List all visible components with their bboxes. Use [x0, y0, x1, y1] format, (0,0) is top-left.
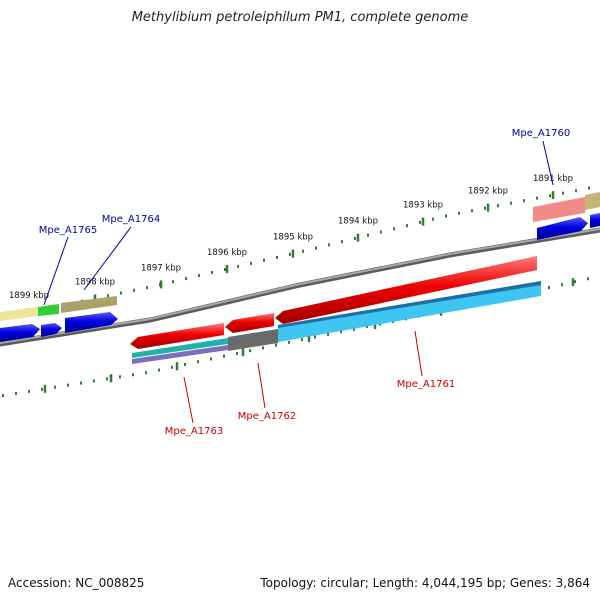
- genome-summary-footer: Topology: circular; Length: 4,044,195 bp…: [260, 576, 590, 590]
- cog-feature-teal: [132, 338, 228, 358]
- cog-feature-olive: [61, 296, 117, 313]
- cog-feature-tan: [585, 192, 600, 210]
- scale-label: 1894 kbp: [338, 217, 378, 227]
- gene-leader-line: [183, 376, 194, 424]
- cog-feature-pale-yellow: [0, 307, 38, 321]
- gene-arrow-reverse[interactable]: [275, 256, 537, 324]
- scale-label: 1898 kbp: [75, 277, 115, 287]
- reverse-strand-genes: [130, 256, 537, 349]
- gene-label[interactable]: Mpe_A1760: [512, 128, 570, 139]
- cog-feature-track: [0, 192, 600, 364]
- forward-strand-genes: [0, 213, 600, 342]
- cog-feature-cyan: [278, 284, 541, 342]
- gene-arrow-forward[interactable]: [590, 213, 600, 228]
- scale-label: 1896 kbp: [207, 248, 247, 258]
- scale-label: 1895 kbp: [273, 233, 313, 243]
- gene-label[interactable]: Mpe_A1762: [238, 411, 296, 422]
- page-title: Methylibium petroleiphilum PM1, complete…: [131, 10, 469, 25]
- gene-label[interactable]: Mpe_A1761: [397, 379, 455, 390]
- accession-footer: Accession: NC_008825: [8, 576, 145, 590]
- gene-leader-line: [43, 236, 69, 306]
- gene-arrow-forward[interactable]: [0, 324, 40, 342]
- cog-feature-green: [38, 304, 59, 316]
- gene-leader-line: [83, 226, 132, 291]
- gene-leader-line: [257, 362, 266, 409]
- scale-label: 1891 kbp: [533, 174, 573, 184]
- gene-arrow-forward[interactable]: [537, 217, 588, 240]
- cog-feature-pink: [533, 197, 585, 222]
- cog-feature-purple: [132, 345, 228, 364]
- gene-leader-line: [414, 330, 423, 377]
- genome-backbone: [0, 227, 600, 347]
- gene-label[interactable]: Mpe_A1765: [39, 225, 97, 236]
- gene-label-leaders: Mpe_A1765 Mpe_A1764 Mpe_A1760 Mpe_A1763 Mpe_…: [39, 128, 570, 437]
- gene-leader-line: [542, 140, 554, 186]
- gene-arrow-reverse[interactable]: [225, 313, 274, 333]
- gene-arrow-forward[interactable]: [65, 312, 118, 333]
- scale-label: 1899 kbp: [9, 291, 49, 301]
- gene-label[interactable]: Mpe_A1763: [165, 426, 223, 437]
- gene-arrow-forward[interactable]: [41, 323, 62, 337]
- gene-arrow-reverse[interactable]: [130, 323, 224, 349]
- gene-label[interactable]: Mpe_A1764: [102, 214, 160, 225]
- cog-feature-gray: [228, 329, 278, 351]
- scale-label: 1897 kbp: [141, 263, 181, 273]
- cog-feature-steelblue: [278, 281, 541, 328]
- scale-label: 1893 kbp: [403, 201, 443, 211]
- outer-scale-track: 1899 kbp 1898 kbp 1897 kbp 1896 kbp 1895 kbp…: [3, 174, 590, 319]
- scale-label: 1892 kbp: [468, 187, 508, 197]
